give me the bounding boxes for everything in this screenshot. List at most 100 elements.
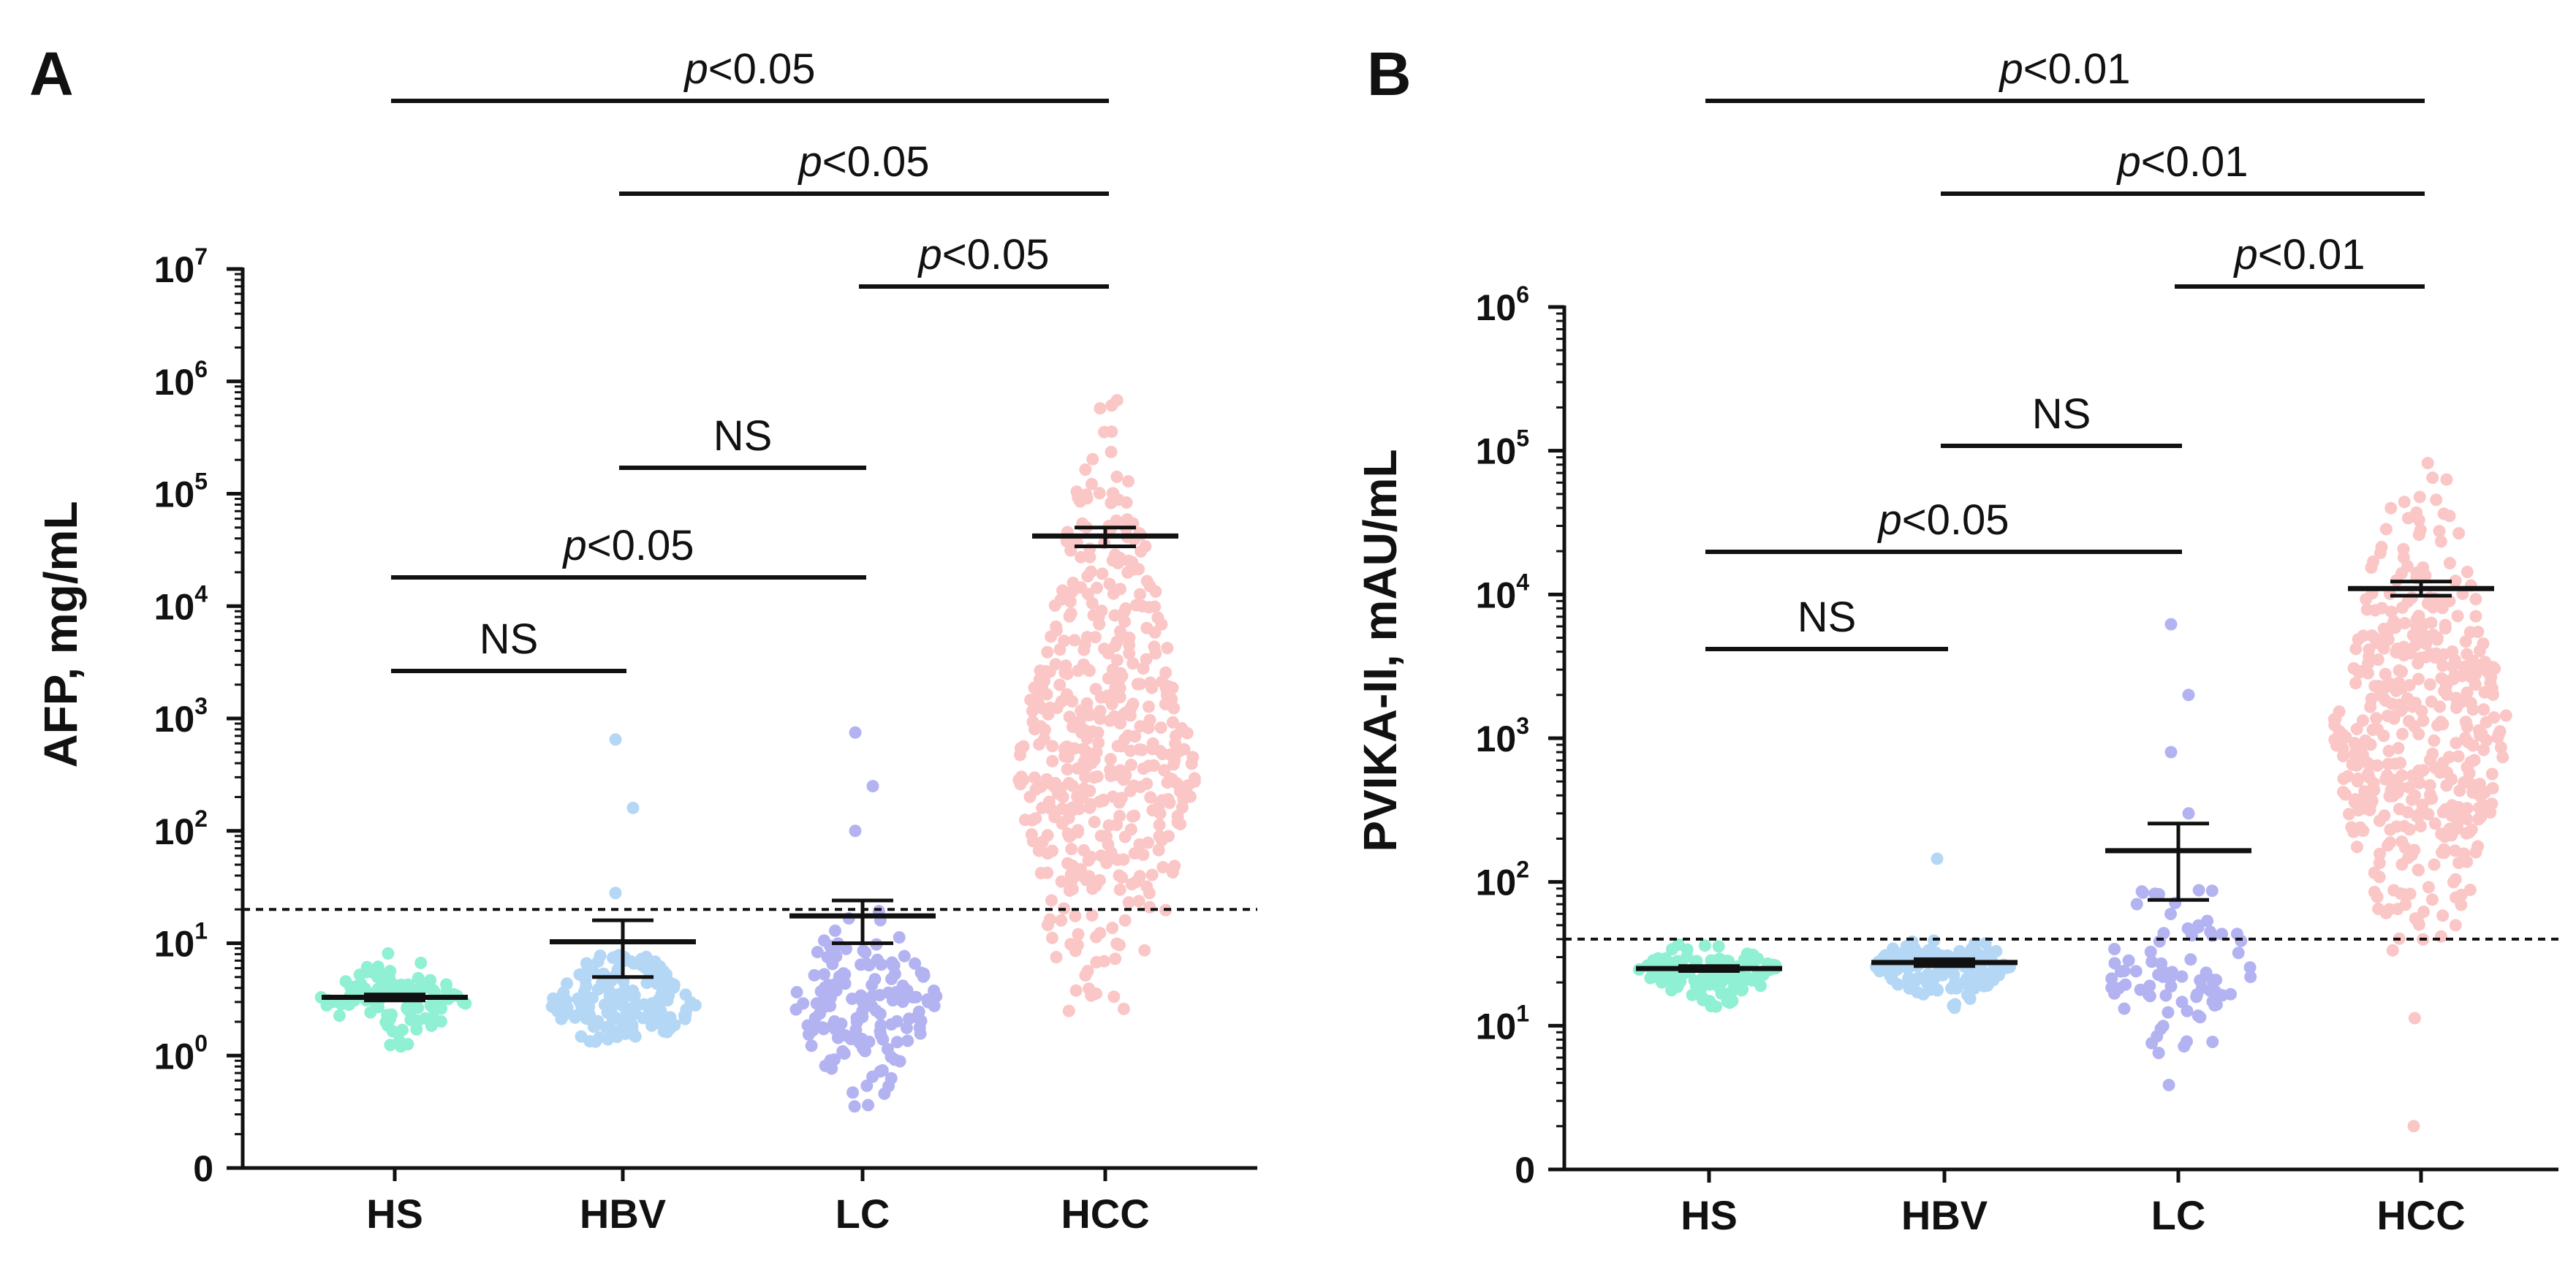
data-point (1666, 974, 1679, 987)
data-point (2398, 648, 2411, 661)
p-symbol: p (917, 231, 942, 278)
data-point (1144, 676, 1157, 689)
data-point (679, 988, 692, 1001)
p-value: NS (480, 615, 539, 663)
data-point (2328, 718, 2341, 732)
data-point (2181, 1004, 2194, 1017)
data-point (2447, 876, 2461, 889)
data-point (874, 1019, 887, 1032)
data-point (626, 1026, 640, 1039)
data-point (1754, 979, 1768, 993)
data-point (2365, 561, 2378, 574)
data-point (2417, 764, 2430, 777)
data-point (637, 1012, 650, 1025)
data-point-outlier (609, 887, 622, 900)
data-point (2440, 473, 2453, 486)
dot-group-lc (2105, 618, 2257, 1091)
data-point (2443, 594, 2456, 607)
data-point (1738, 953, 1751, 966)
data-point (2412, 672, 2425, 686)
data-point (2473, 645, 2486, 658)
mean-sem-hcc (1032, 526, 1178, 549)
data-point (2145, 1036, 2159, 1050)
data-point (1055, 875, 1068, 888)
p-value: <0.05 (587, 522, 694, 569)
data-point (2394, 756, 2407, 770)
data-point (2360, 603, 2374, 616)
data-point (1105, 399, 1118, 412)
data-point (1154, 721, 1167, 734)
data-point (1014, 778, 1027, 791)
data-point (1698, 939, 1711, 952)
data-point (2428, 817, 2441, 830)
data-point (914, 1027, 927, 1040)
data-point (1963, 992, 1977, 1005)
data-point (1159, 666, 1173, 679)
y-tick-exponent: 0 (194, 1030, 208, 1056)
data-point (2383, 903, 2396, 916)
data-point (1034, 720, 1048, 733)
data-point (1083, 982, 1096, 995)
data-point (1033, 737, 1046, 751)
data-point (2349, 750, 2362, 763)
p-symbol: p (1876, 496, 1901, 544)
data-point (2184, 953, 2197, 966)
data-point (2412, 513, 2425, 526)
data-point (1122, 896, 1135, 909)
data-point (2368, 866, 2381, 879)
bracket-label: NS (2032, 390, 2091, 438)
data-point (846, 1029, 860, 1042)
y-tick-label-zero: 0 (1515, 1150, 1535, 1191)
data-point (1127, 779, 1140, 792)
data-point (1136, 600, 1149, 613)
y-tick-exponent: 7 (194, 243, 208, 270)
data-point (2426, 471, 2439, 485)
data-point (1041, 829, 1054, 842)
data-point (1108, 609, 1121, 622)
data-point (2463, 626, 2477, 639)
data-point (1712, 940, 1725, 953)
data-point (814, 1007, 827, 1020)
data-point (1065, 802, 1078, 815)
data-point (2373, 857, 2386, 870)
data-point (2393, 664, 2406, 677)
data-point (1118, 615, 1132, 629)
x-category-label: HBV (580, 1191, 666, 1237)
data-point-outlier (849, 726, 862, 739)
data-point (333, 1009, 346, 1023)
data-point (395, 1040, 408, 1053)
data-point (1094, 691, 1107, 704)
data-point (1134, 720, 1147, 733)
data-point (2423, 779, 2436, 792)
data-point (790, 985, 803, 998)
data-point (1068, 634, 1081, 647)
data-point (2458, 847, 2471, 860)
data-point (1091, 726, 1105, 739)
data-point (1697, 993, 1710, 1006)
y-tick-label: 101 (1476, 1000, 1529, 1047)
data-point (1075, 550, 1088, 564)
data-point (2384, 823, 2397, 836)
data-point (384, 1039, 397, 1052)
data-point (2397, 551, 2410, 564)
data-point (2401, 852, 2414, 865)
data-point (2392, 742, 2405, 755)
data-point (2379, 523, 2393, 536)
data-point-outlier (609, 733, 622, 746)
data-point (2156, 970, 2170, 983)
data-point (1099, 830, 1113, 843)
p-symbol: p (2232, 231, 2257, 278)
data-point (1175, 721, 1189, 735)
data-point (1077, 743, 1090, 756)
data-point (1105, 425, 1118, 439)
data-point (1928, 973, 1941, 986)
data-point (2401, 512, 2414, 525)
data-point (2349, 824, 2362, 837)
data-point (440, 978, 453, 991)
data-point (2370, 712, 2383, 725)
data-point (2413, 490, 2426, 504)
data-point (1028, 771, 1041, 784)
data-point (1117, 773, 1130, 786)
